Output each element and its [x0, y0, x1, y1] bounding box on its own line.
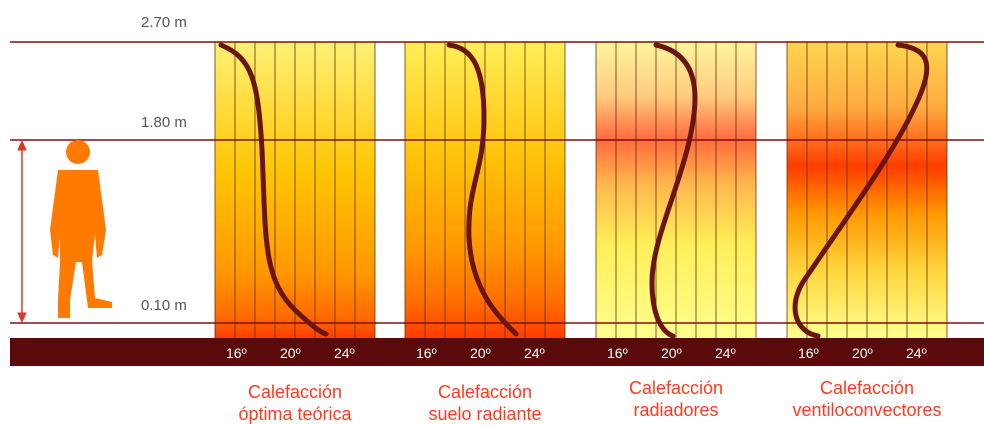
panel-title-optima-line1: Calefacción	[247, 382, 343, 402]
panel-title-optima: Calefacción óptima teórica	[195, 381, 395, 425]
panel-title-suelo-line1: Calefacción	[437, 382, 533, 402]
height-arrow	[17, 139, 27, 324]
curve-suelo-radiante	[446, 42, 519, 337]
tick-24-p1: 24º	[334, 345, 355, 361]
tick-20-p3: 20º	[661, 345, 682, 361]
floor-bar	[10, 338, 984, 366]
panel-title-radiadores-line2: radiadores	[633, 400, 719, 420]
tick-16-p2: 16º	[416, 345, 437, 361]
tick-16-p1: 16º	[226, 345, 247, 361]
vertical-grid	[214, 42, 948, 338]
height-label-180: 1.80 m	[141, 114, 187, 131]
tick-24-p2: 24º	[524, 345, 545, 361]
tick-24-p3: 24º	[715, 345, 736, 361]
tick-20-p1: 20º	[280, 345, 301, 361]
tick-16-p3: 16º	[607, 345, 628, 361]
panel-title-ventilo-line2: ventiloconvectores	[792, 400, 942, 420]
curve-optima-teorica	[218, 42, 329, 337]
height-label-010: 0.10 m	[141, 297, 187, 314]
tick-24-p4: 24º	[906, 345, 927, 361]
curve-ventiloconvectores	[792, 42, 930, 339]
panel-title-suelo-line2: suelo radiante	[428, 404, 542, 424]
height-label-270: 2.70 m	[141, 14, 187, 31]
tick-20-p4: 20º	[852, 345, 873, 361]
panel-title-optima-line2: óptima teórica	[238, 404, 352, 424]
panel-title-suelo: Calefacción suelo radiante	[385, 381, 585, 425]
panel-title-ventilo: Calefacción ventiloconvectores	[767, 377, 967, 421]
tick-labels: 16º 20º 24º 16º 20º 24º 16º 20º 24º 16º …	[226, 345, 927, 361]
panel-title-ventilo-line1: Calefacción	[819, 378, 915, 398]
panel-title-radiadores: Calefacción radiadores	[576, 377, 776, 421]
tick-20-p2: 20º	[470, 345, 491, 361]
curve-radiadores	[649, 42, 698, 339]
panel-title-radiadores-line1: Calefacción	[628, 378, 724, 398]
tick-16-p4: 16º	[798, 345, 819, 361]
person-silhouette	[50, 140, 112, 318]
